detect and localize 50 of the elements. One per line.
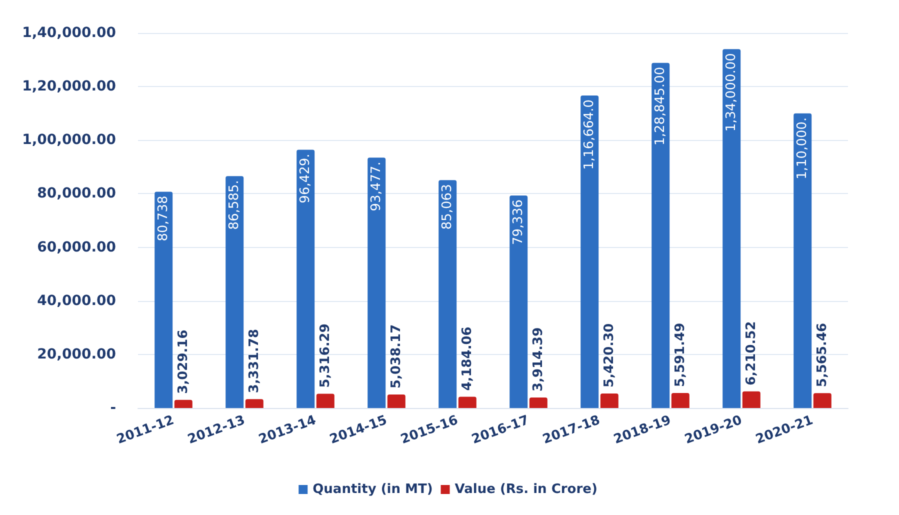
data-label: 4,184.06 <box>460 326 475 391</box>
data-label: 96,429. <box>298 154 314 204</box>
bar <box>794 113 812 408</box>
bar <box>580 96 599 408</box>
bar <box>671 393 690 408</box>
y-tick-label: 20,000.00 <box>37 346 116 362</box>
bar <box>722 49 741 408</box>
bar <box>652 62 670 408</box>
y-tick-label: 1,00,000.00 <box>22 132 116 148</box>
y-tick-label: 1,40,000.00 <box>22 25 116 41</box>
bar <box>226 176 244 408</box>
bar <box>742 391 760 408</box>
data-label: 80,738 <box>156 196 172 242</box>
legend-label: Value (Rs. in Crore) <box>454 482 598 497</box>
data-label: 1,28,845.00 <box>653 66 668 146</box>
data-label: 6,210.52 <box>744 321 759 386</box>
data-label: 5,038.17 <box>388 324 404 389</box>
data-label: 5,591.49 <box>672 322 688 388</box>
data-label: 3,914.39 <box>530 327 546 392</box>
data-label: 3,029.16 <box>176 330 191 394</box>
data-label: 85,063 <box>440 184 456 230</box>
bar <box>529 398 548 408</box>
bar <box>813 393 832 408</box>
y-tick-label: - <box>110 400 116 416</box>
y-tick-label: 60,000.00 <box>37 239 116 256</box>
bar <box>245 399 264 408</box>
bar <box>296 150 315 408</box>
data-label: 86,585. <box>227 180 242 230</box>
data-label: 5,316.29 <box>318 324 333 388</box>
bar <box>438 180 457 408</box>
bar <box>510 195 528 408</box>
legend-label: Quantity (in MT) <box>312 482 433 497</box>
y-tick-label: 80,000.00 <box>37 186 116 202</box>
data-label: 93,477. <box>369 162 384 212</box>
data-label: 5,420.30 <box>602 323 617 388</box>
data-label: 1,16,664.0 <box>582 100 598 170</box>
bar <box>154 192 173 408</box>
data-label: 3,331.78 <box>246 328 262 394</box>
data-label: 1,34,000.00 <box>724 53 740 132</box>
bar <box>600 393 618 408</box>
bar <box>316 394 334 408</box>
bar <box>174 400 192 408</box>
bar <box>458 396 476 408</box>
data-label: 5,565.46 <box>814 322 830 388</box>
data-label: 1,10,000. <box>795 117 810 180</box>
y-tick-label: 40,000.00 <box>37 292 116 309</box>
bar <box>368 158 386 408</box>
data-label: 79,336 <box>511 199 526 245</box>
y-tick-label: 1,20,000.00 <box>22 78 116 95</box>
bar <box>387 394 406 408</box>
